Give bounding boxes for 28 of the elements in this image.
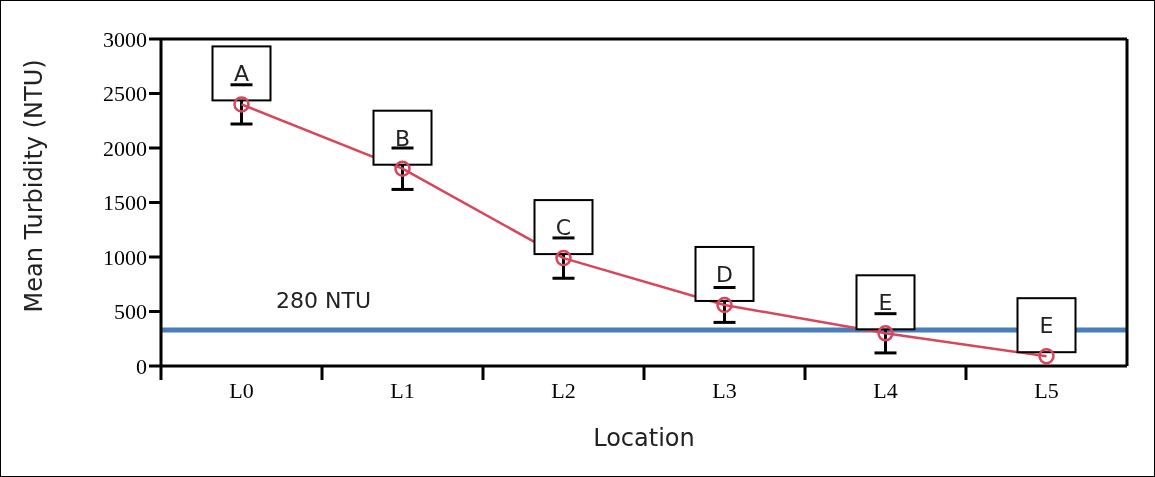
x-tick-label: L5	[1034, 378, 1059, 403]
ref-line-label: 280 NTU	[276, 288, 371, 314]
annotation: A	[233, 61, 250, 87]
annotation: D	[716, 261, 733, 287]
point	[716, 296, 733, 314]
annotation: B	[394, 125, 411, 151]
y-tick-label: 1000	[103, 244, 147, 270]
y-tick-label: 500	[114, 299, 147, 325]
annotation: C	[555, 215, 572, 241]
point	[555, 249, 572, 267]
annotation: E	[1039, 313, 1054, 339]
annotation: E	[878, 290, 893, 316]
y-tick-label: 3000	[103, 26, 147, 52]
point	[1038, 347, 1055, 365]
x-tick-label: L4	[873, 378, 898, 403]
point	[394, 160, 411, 177]
x-tick-label: L2	[551, 378, 576, 403]
x-tick-label: L1	[390, 378, 415, 403]
x-tick-label: L0	[229, 378, 254, 403]
x-tick-label: L3	[712, 378, 737, 403]
y-tick-label: 2000	[103, 135, 147, 161]
point	[877, 325, 894, 342]
x-axis-title: Location	[593, 424, 695, 452]
y-tick-label: 2500	[103, 81, 147, 107]
y-axis-title: Mean Turbidity (NTU)	[19, 59, 48, 313]
point	[233, 96, 250, 113]
y-tick-label: 1500	[103, 190, 147, 216]
y-tick-label: 0	[136, 353, 147, 379]
